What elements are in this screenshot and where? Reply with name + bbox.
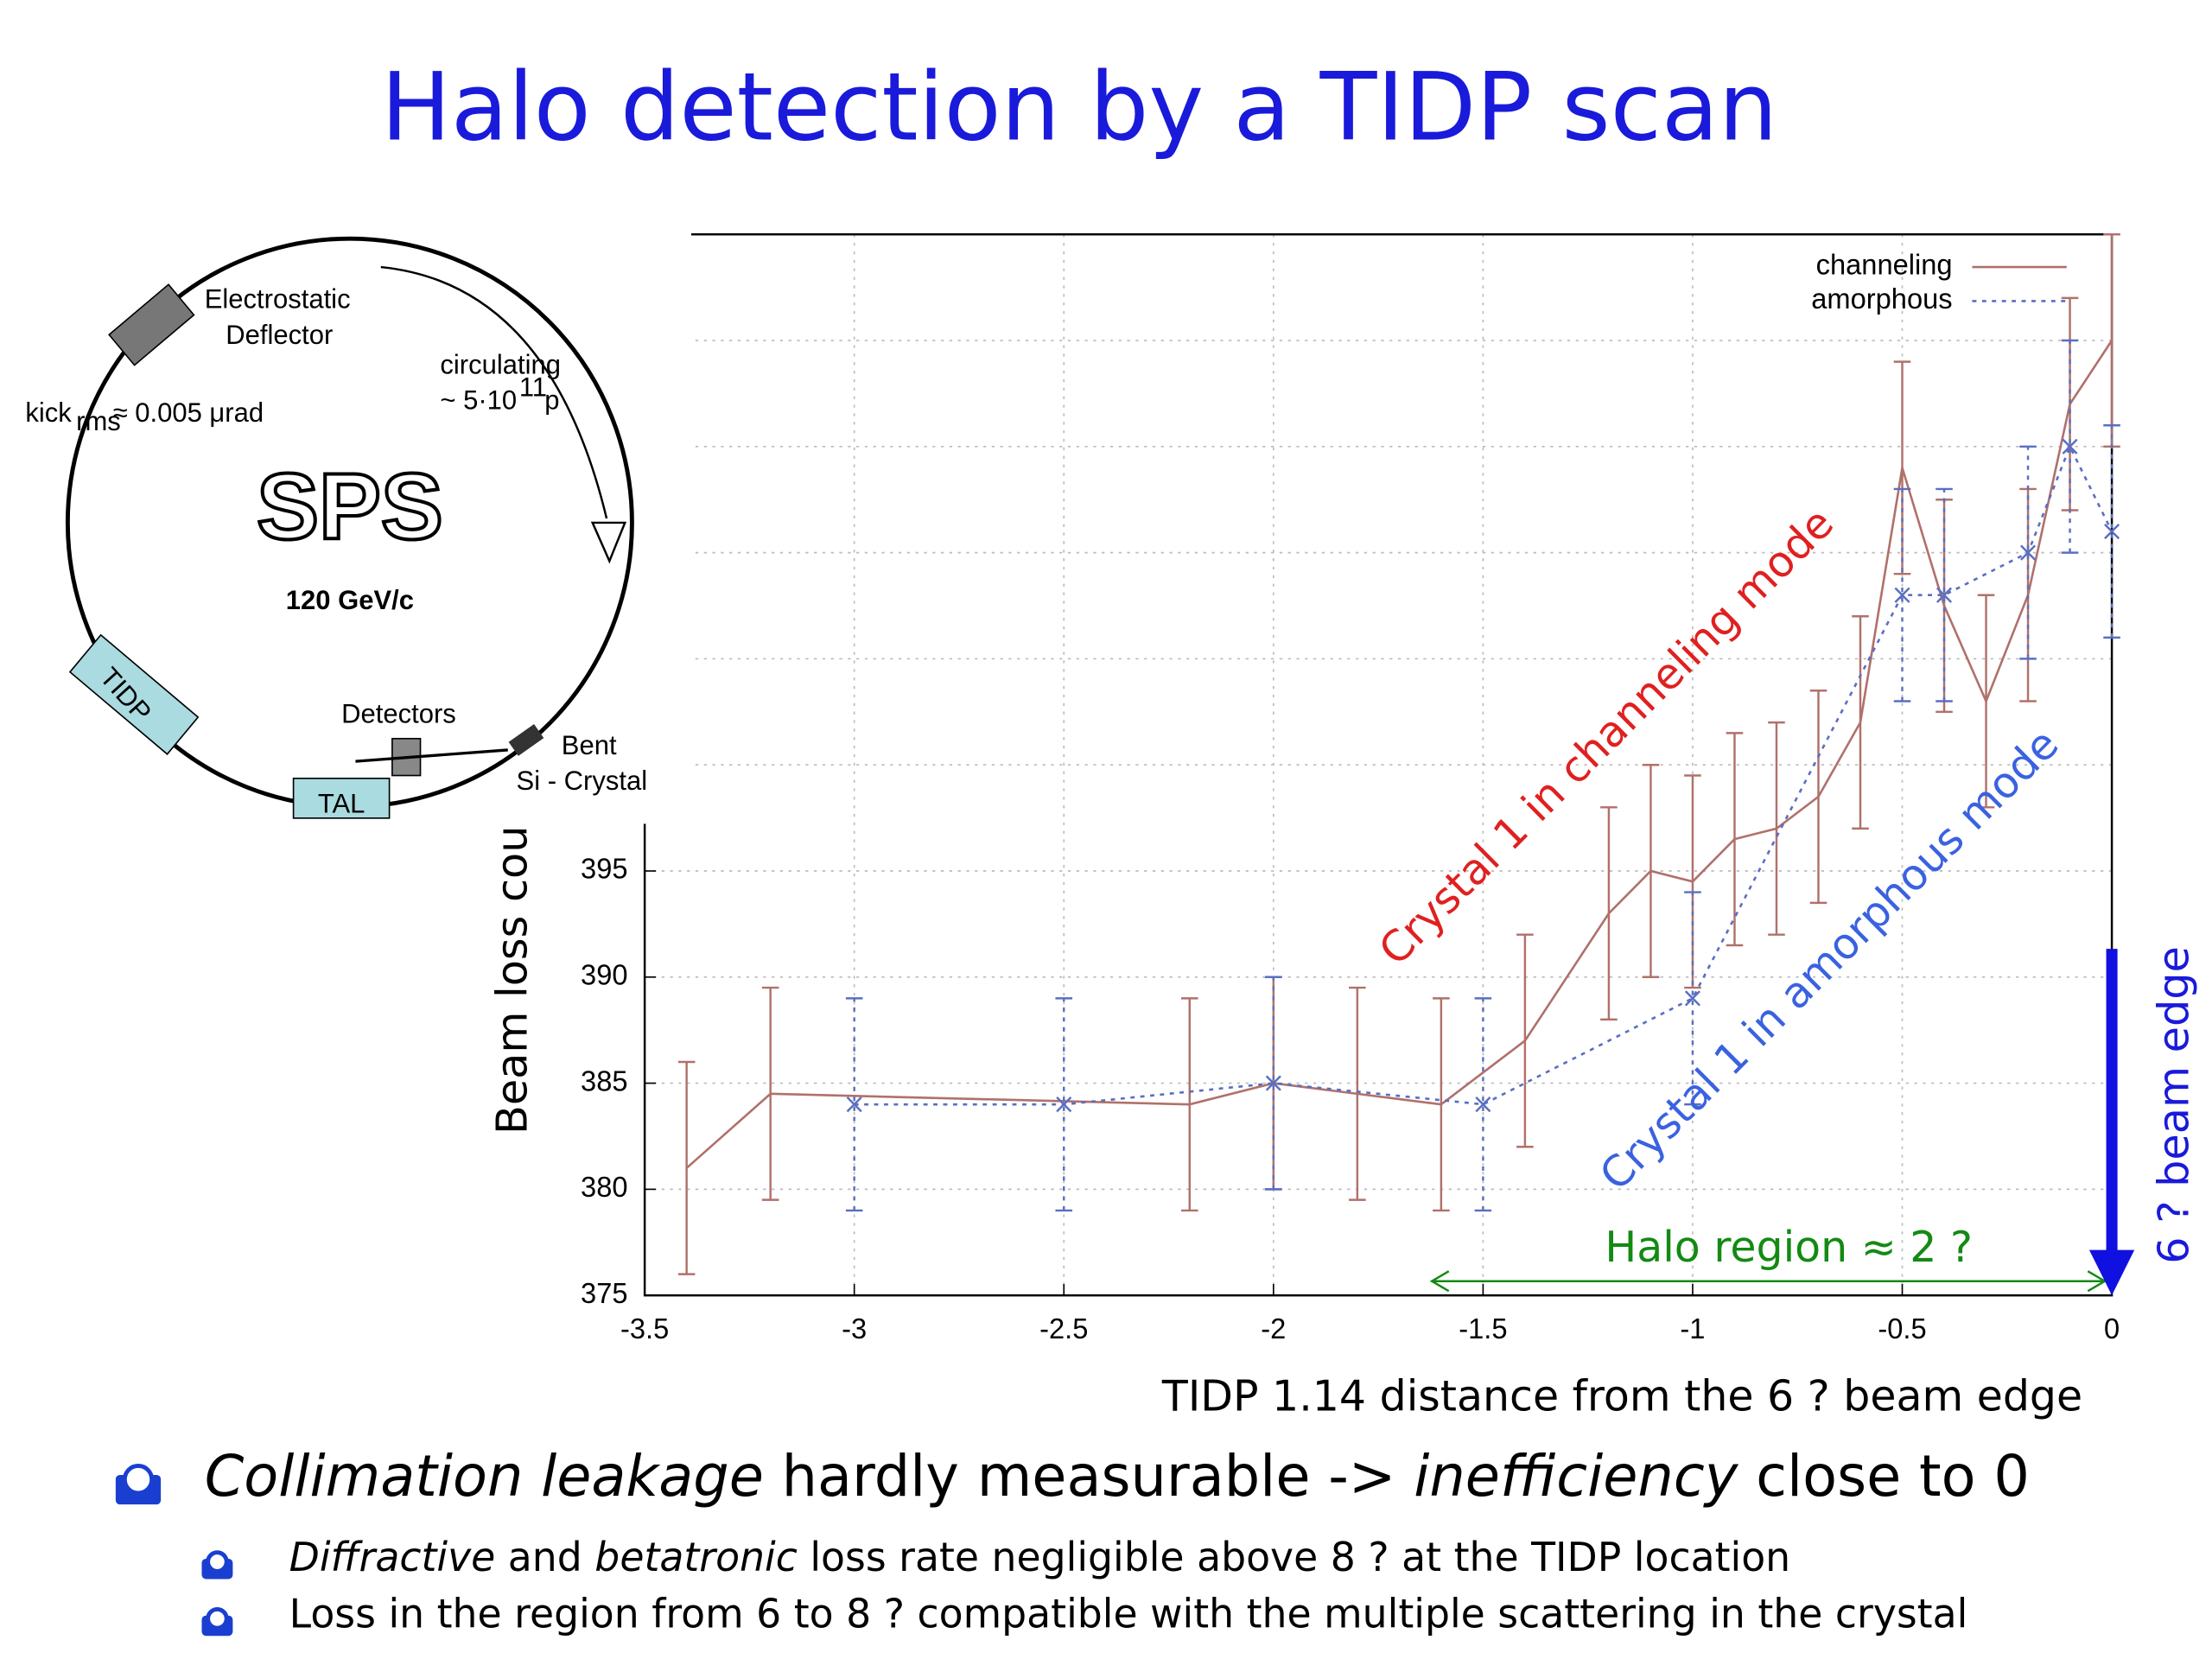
detector-arrow xyxy=(355,748,508,763)
marker xyxy=(1936,587,1953,603)
x-tick-label: 0 xyxy=(2104,1313,2120,1344)
annotation: Crystal 1 in channeling mode xyxy=(1370,498,1844,975)
y-tick-label: 375 xyxy=(581,1277,627,1309)
bullet-span: loss rate negligible above 8 ? at the TI… xyxy=(798,1533,1790,1580)
legend-label: amorphous xyxy=(1811,283,1952,315)
marker xyxy=(1475,1096,1491,1113)
x-tick-label: -2.5 xyxy=(1039,1313,1088,1344)
y-tick-label: 385 xyxy=(581,1065,627,1096)
tal-box xyxy=(292,778,391,819)
legend-label: channeling xyxy=(1816,249,1953,281)
x-tick-label: -1.5 xyxy=(1459,1313,1507,1344)
series-line xyxy=(685,340,2113,1169)
edge-arrow-head xyxy=(2088,1249,2135,1296)
marker xyxy=(1894,587,1910,603)
bullet-text: Collimation leakage hardly measurable ->… xyxy=(205,1444,2030,1510)
annotation: 6 ? beam edge xyxy=(2149,946,2199,1264)
x-tick-label: -3 xyxy=(842,1313,867,1344)
label: 120 GeV/c xyxy=(286,585,414,615)
beam-arrow xyxy=(380,265,608,519)
bullet-span: Collimation leakage xyxy=(205,1444,764,1510)
bullets: Collimation leakage hardly measurable ->… xyxy=(115,1444,2030,1637)
label: kick xyxy=(25,397,72,428)
label: Deflector xyxy=(226,320,333,350)
series-line xyxy=(854,443,2113,1106)
marker xyxy=(1684,990,1700,1007)
tidp-box xyxy=(68,633,200,755)
bullet-span: inefficiency xyxy=(1414,1444,1738,1510)
y-tick-label: 390 xyxy=(581,958,627,990)
y-axis-label: Beam loss cou xyxy=(487,826,537,1135)
bullet-span: hardly measurable -> xyxy=(764,1444,1414,1510)
bullet-text: Loss in the region from 6 to 8 ? compati… xyxy=(289,1590,1968,1637)
x-tick-label: -0.5 xyxy=(1878,1313,1926,1344)
arrow-head xyxy=(590,521,627,564)
annotation: Halo region ≈ 2 ? xyxy=(1605,1222,1973,1272)
marker xyxy=(2020,544,2037,561)
label: 11 xyxy=(519,372,547,403)
marker xyxy=(2062,438,2078,454)
label: Detectors xyxy=(341,699,456,729)
bullet-span: close to 0 xyxy=(1738,1444,2030,1510)
label: TAL xyxy=(318,788,365,818)
crystal-box xyxy=(508,723,544,756)
label: circulating xyxy=(440,349,561,379)
label: Bent xyxy=(562,730,617,760)
label: Si - Crystal xyxy=(517,766,648,796)
x-tick-label: -3.5 xyxy=(620,1313,669,1344)
x-axis-label: TIDP 1.14 distance from the 6 ? beam edg… xyxy=(1161,1371,2082,1421)
slide-title: Halo detection by a TIDP scan xyxy=(381,54,1777,162)
annotation: Crystal 1 in amorphous mode xyxy=(1590,719,2068,1200)
marker xyxy=(2104,523,2120,540)
bullet-span: Loss in the region from 6 to 8 ? compati… xyxy=(289,1590,1968,1637)
label: ≈ 0.005 μrad xyxy=(113,397,264,428)
halo-arrow xyxy=(1429,1270,2107,1293)
sps-diagram: Electrostatic Deflector circulating ~ 5·… xyxy=(0,213,691,824)
plot: 375380385390395400405410415420425-3.5-3-… xyxy=(487,216,2199,1421)
marker xyxy=(1056,1096,1072,1113)
bullet-icon xyxy=(206,1606,229,1630)
bullet-span: and xyxy=(495,1533,594,1580)
x-tick-label: -1 xyxy=(1680,1313,1705,1344)
deflector-box xyxy=(108,283,195,366)
bullet-icon xyxy=(206,1550,229,1573)
label: p xyxy=(544,385,559,415)
label: Electrostatic xyxy=(205,284,351,315)
x-tick-label: -2 xyxy=(1261,1313,1286,1344)
bullet-text: Diffractive and betatronic loss rate neg… xyxy=(289,1533,1790,1580)
marker xyxy=(1265,1075,1281,1091)
ring-name: SPS xyxy=(257,454,443,558)
bullet-span: Diffractive xyxy=(289,1533,496,1580)
y-tick-label: 395 xyxy=(581,853,627,885)
y-tick-label: 380 xyxy=(581,1171,627,1203)
label: rms xyxy=(76,406,121,436)
label: ~ 5·10 xyxy=(440,385,517,415)
diagram-background xyxy=(0,213,691,824)
marker xyxy=(846,1096,862,1113)
bullet-icon xyxy=(122,1463,155,1496)
bullet-span: betatronic xyxy=(594,1533,798,1580)
